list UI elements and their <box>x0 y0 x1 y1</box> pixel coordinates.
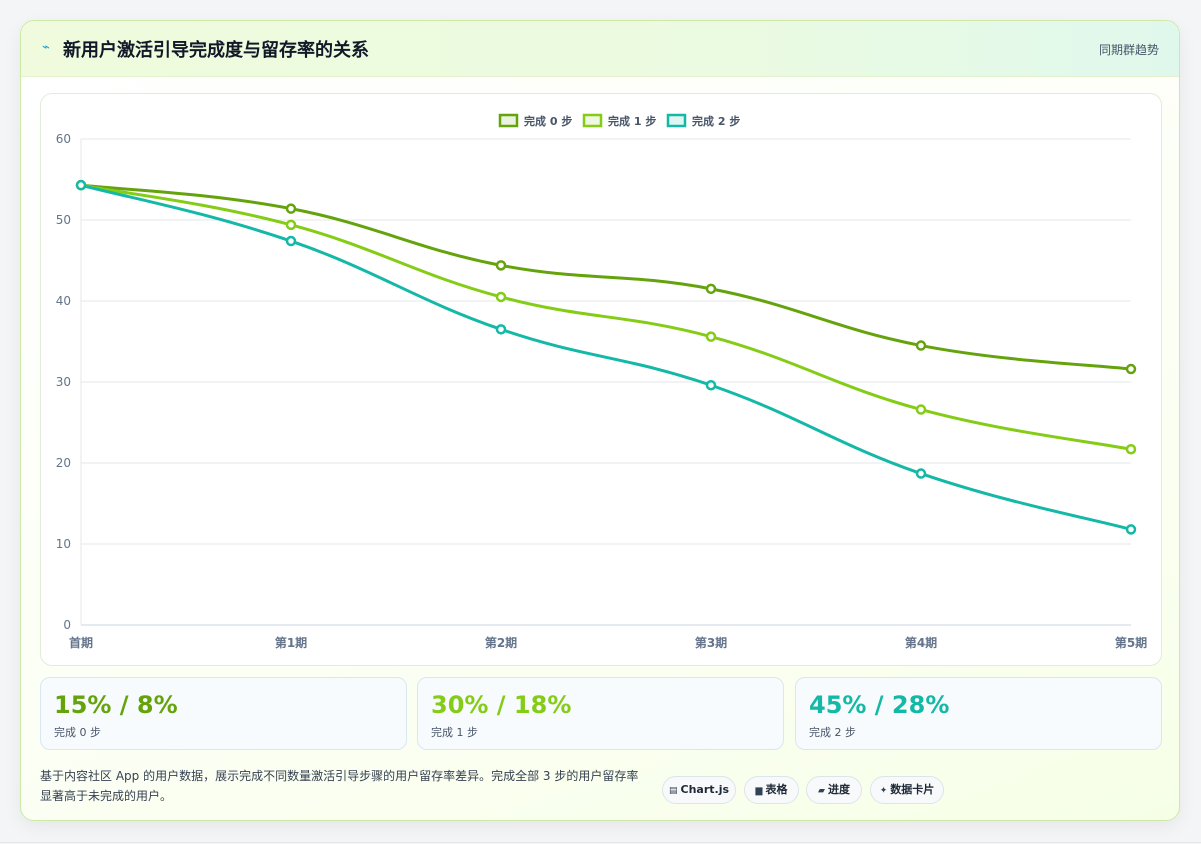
y-tick-label: 40 <box>56 294 71 308</box>
data-point <box>75 179 87 191</box>
cohort-trend-badge: 同期群趋势 <box>1098 43 1159 57</box>
data-point <box>495 324 507 335</box>
stat-value: 15% / 8% <box>54 691 178 719</box>
chart-icon: ▤ <box>668 786 678 796</box>
series-line-1 <box>79 183 1133 451</box>
x-tick-label: 第1期 <box>275 635 307 650</box>
y-tick-label: 30 <box>56 375 71 389</box>
progress-icon: ▰ <box>818 786 825 796</box>
y-tick-label: 10 <box>56 537 71 551</box>
tag-data-card[interactable]: ✦ 数据卡片 <box>870 776 944 804</box>
x-tick-label: 第2期 <box>485 635 517 650</box>
tag-label: 进度 <box>827 783 850 796</box>
table-icon: ▆ <box>755 786 763 796</box>
data-point <box>495 291 507 303</box>
data-point <box>1125 524 1137 535</box>
stat-label: 完成 1 步 <box>431 726 478 739</box>
data-point <box>285 219 297 231</box>
y-tick-label: 20 <box>56 456 71 470</box>
x-tick-label: 首期 <box>69 635 93 650</box>
legend-swatch <box>582 113 603 128</box>
y-tick-label: 60 <box>56 132 71 146</box>
data-point <box>915 468 927 479</box>
y-tick-label: 0 <box>63 618 71 632</box>
tag-progress[interactable]: ▰ 进度 <box>806 776 862 804</box>
legend-label: 完成 1 步 <box>608 114 656 128</box>
legend-label: 完成 0 步 <box>524 114 572 128</box>
data-point <box>705 379 717 391</box>
data-point <box>495 260 507 271</box>
x-tick-label: 第5期 <box>1115 635 1147 650</box>
tag-label: 数据卡片 <box>890 783 935 796</box>
tag-table[interactable]: ▆ 表格 <box>744 776 799 804</box>
chart-panel: 0 10 20 30 40 50 60 首期 第1期 第2期 第3期 第4期 第5期 完成 0 步 完成 1… <box>40 93 1162 666</box>
line-chart: 0 10 20 30 40 50 60 首期 第1期 第2期 第3期 第4期 第5期 完成 0 步 完成 1… <box>56 113 1147 650</box>
tag-label: Chart.js <box>680 783 730 796</box>
page-title: 新用户激活引导完成度与留存率的关系 <box>63 40 369 61</box>
chart-card: ⌁ 新用户激活引导完成度与留存率的关系 同期群趋势 0 10 20 30 40 50 60 首… <box>20 20 1180 821</box>
x-tick-label: 第3期 <box>695 635 727 650</box>
stat-card-2: 45% / 28% 完成 2 步 <box>795 677 1162 750</box>
data-point <box>705 283 717 295</box>
stat-value: 45% / 28% <box>809 691 950 719</box>
data-point <box>285 235 297 247</box>
legend-swatch <box>666 113 687 128</box>
chart-description: 基于内容社区 App 的用户数据，展示完成不同数量激活引导步骤的用户留存率差异。… <box>40 769 639 803</box>
stat-card-1: 30% / 18% 完成 1 步 <box>417 677 784 750</box>
data-point <box>915 404 927 415</box>
legend-label: 完成 2 步 <box>692 114 740 128</box>
data-point <box>705 331 717 342</box>
page-divider <box>0 842 1201 843</box>
data-point <box>1125 363 1137 375</box>
sparkle-icon: ✦ <box>879 786 888 796</box>
stat-value: 30% / 18% <box>431 691 572 719</box>
legend-swatch <box>498 113 519 128</box>
y-tick-label: 50 <box>56 213 71 227</box>
series-line-0 <box>79 183 1133 371</box>
data-point <box>285 203 297 214</box>
data-point <box>1125 443 1137 455</box>
stat-label: 完成 0 步 <box>54 726 101 739</box>
tag-chartjs[interactable]: ▤ Chart.js <box>662 776 736 804</box>
data-point <box>915 340 927 351</box>
x-tick-label: 第4期 <box>905 635 937 650</box>
series-line-2 <box>79 183 1133 531</box>
trend-icon: ⌁ <box>42 40 50 55</box>
tag-label: 表格 <box>765 783 788 796</box>
stat-card-0: 15% / 8% 完成 0 步 <box>40 677 407 750</box>
stat-label: 完成 2 步 <box>809 726 856 739</box>
card-header: ⌁ 新用户激活引导完成度与留存率的关系 同期群趋势 <box>21 21 1179 77</box>
